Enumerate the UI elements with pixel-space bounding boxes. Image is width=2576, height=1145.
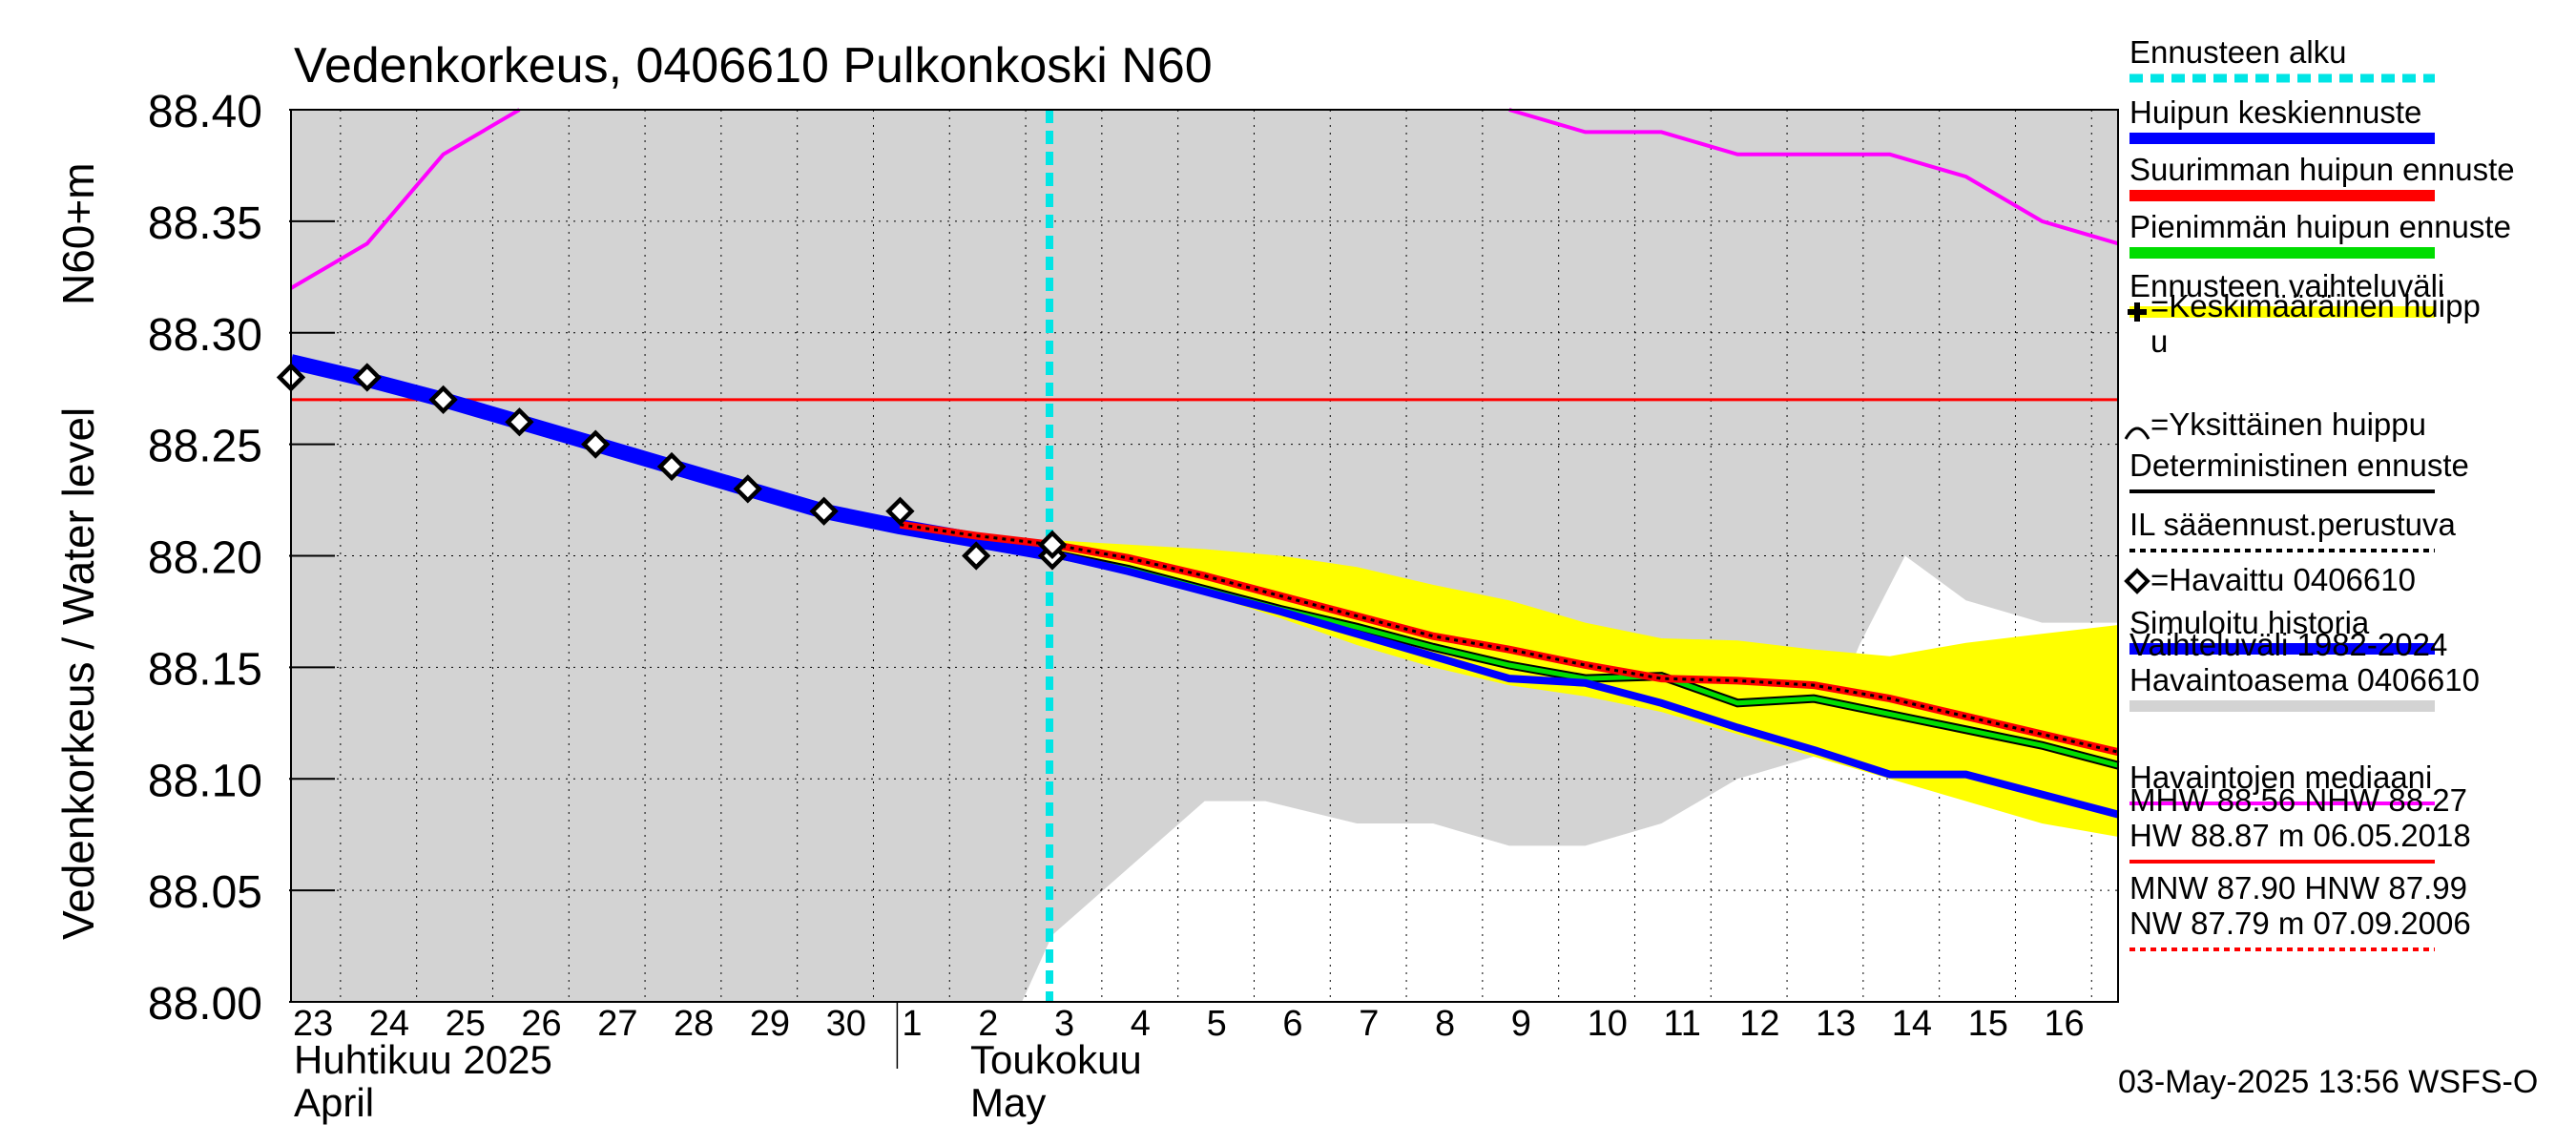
month-label-april-en: April	[294, 1080, 374, 1125]
x-tick-label: 8	[1435, 1004, 1455, 1044]
y-tick-label: 88.35	[148, 198, 262, 249]
legend-label: MHW 88.56 NHW 88.27	[2129, 782, 2467, 818]
x-tick-label: 27	[597, 1004, 637, 1044]
month-label-may-en: May	[970, 1080, 1046, 1125]
x-tick-labels: 23 24 25 26 27 28 29 30 1 2 3 4 5 6 7 8 9 10 11 12 13 14 15 16	[293, 1004, 2085, 1044]
y-tick-label: 88.15	[148, 644, 262, 695]
x-tick-label: 6	[1282, 1004, 1302, 1044]
legend-label: =Havaittu 0406610	[2150, 562, 2416, 597]
x-tick-label: 4	[1131, 1004, 1151, 1044]
y-tick-label: 88.05	[148, 867, 262, 918]
observed-point	[733, 474, 762, 504]
x-tick-label: 14	[1892, 1004, 1932, 1044]
x-tick-label: 10	[1588, 1004, 1628, 1044]
observed-point	[809, 496, 839, 526]
x-tick-label: 2	[978, 1004, 998, 1044]
observed-point	[962, 541, 991, 571]
x-tick-label: 24	[369, 1004, 409, 1044]
y-tick-label: 88.00	[148, 979, 262, 1030]
observed-point	[581, 429, 611, 459]
x-tick-label: 7	[1359, 1004, 1379, 1044]
legend-label: IL sääennust.perustuva	[2129, 507, 2456, 542]
chart-title: Vedenkorkeus, 0406610 Pulkonkoski N60	[294, 38, 1213, 94]
legend-label: Vaihteluväli 1982-2024	[2129, 627, 2447, 662]
x-tick-label: 26	[521, 1004, 561, 1044]
x-tick-label: 12	[1739, 1004, 1779, 1044]
legend-label: Pienimmän huipun ennuste	[2129, 209, 2511, 244]
footer-timestamp: 03-May-2025 13:56 WSFS-O	[2118, 1064, 2538, 1100]
axes	[289, 109, 2119, 1069]
legend-label: =Yksittäinen huippu	[2150, 406, 2426, 442]
x-tick-label: 3	[1054, 1004, 1074, 1044]
legend-diamond-symbol	[2124, 568, 2150, 594]
observed-point	[885, 496, 915, 526]
y-axis-unit-label: N60+m	[53, 162, 103, 305]
legend-label: Havaintoasema 0406610	[2129, 662, 2480, 697]
x-tick-label: 30	[826, 1004, 866, 1044]
legend-label: NW 87.79 m 07.09.2006	[2129, 906, 2471, 941]
mean-peak-forecast-line	[1051, 550, 2120, 819]
legend-plus-symbol	[2128, 302, 2147, 322]
legend-label: HW 88.87 m 06.05.2018	[2129, 818, 2471, 853]
legend-label: u	[2150, 323, 2168, 359]
legend-label: Simuloitu historia	[2129, 605, 2370, 640]
y-tick-label: 88.30	[148, 310, 262, 361]
legend-arc-symbol	[2124, 427, 2150, 440]
legend-label: Havaintojen mediaani	[2129, 760, 2432, 795]
x-tick-label: 23	[293, 1004, 333, 1044]
median-line-segment	[289, 108, 521, 290]
x-tick-label: 25	[446, 1004, 486, 1044]
x-tick-label: 29	[750, 1004, 790, 1044]
month-label-may-fi: Toukokuu	[970, 1037, 1142, 1082]
y-axis-label: Vedenkorkeus / Water level	[53, 407, 103, 940]
x-tick-label: 1	[902, 1004, 922, 1044]
x-tick-label: 11	[1663, 1004, 1700, 1044]
y-tick-labels: 88.00 88.05 88.10 88.15 88.20 88.25 88.30 88.35…	[148, 87, 262, 1030]
y-tick-label: 88.25	[148, 422, 262, 472]
legend-label: Ennusteen vaihteluväli	[2129, 268, 2444, 303]
legend-label: Deterministinen ennuste	[2129, 448, 2469, 483]
observed-point	[1037, 530, 1068, 559]
observed-point	[656, 451, 687, 482]
median-line-segment	[1508, 108, 2119, 246]
observed-markers	[276, 363, 1068, 571]
x-tick-label: 15	[1968, 1004, 2008, 1044]
legend-label: Suurimman huipun ennuste	[2129, 152, 2515, 187]
x-tick-label: 16	[2044, 1004, 2084, 1044]
legend-label: Huipun keskiennuste	[2129, 94, 2421, 130]
y-tick-label: 88.20	[148, 533, 262, 584]
legend: Ennusteen alku Huipun keskiennuste Suurimm…	[2124, 34, 2515, 951]
legend-label: =Keskimääräinen huipp	[2150, 288, 2481, 323]
x-tick-label: 28	[674, 1004, 714, 1044]
series-lines	[289, 108, 2120, 1002]
observed-point	[428, 385, 458, 415]
x-tick-label: 13	[1816, 1004, 1856, 1044]
observed-point	[352, 363, 382, 392]
deterministic-forecast-line	[900, 523, 2119, 754]
x-tick-label: 5	[1207, 1004, 1227, 1044]
y-tick-label: 88.40	[148, 87, 262, 137]
legend-label: Ennusteen alku	[2129, 34, 2347, 70]
legend-label: MNW 87.90 HNW 87.99	[2129, 870, 2467, 906]
observed-point	[505, 407, 534, 437]
month-label-april-fi: Huhtikuu 2025	[294, 1037, 552, 1082]
x-tick-label: 9	[1511, 1004, 1531, 1044]
y-tick-label: 88.10	[148, 756, 262, 806]
